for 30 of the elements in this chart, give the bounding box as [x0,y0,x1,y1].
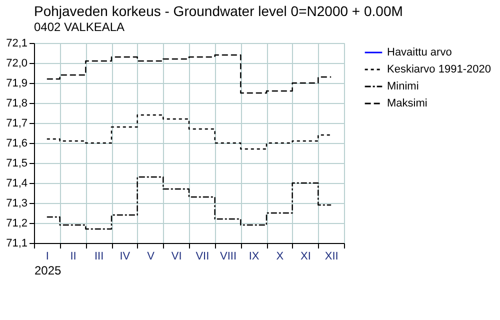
x-tick-label: IV [120,250,131,262]
x-tick-label: VI [171,250,182,262]
y-tick-label: 71,4 [6,178,28,190]
chart-subtitle: 0402 VALKEALA [34,20,125,34]
y-tick-label: 72,0 [6,58,28,70]
x-tick-label: I [46,250,49,262]
y-tick-label: 71,2 [6,218,28,230]
x-tick-label: XI [300,250,311,262]
y-tick-label: 71,9 [6,78,28,90]
y-tick-label: 72,1 [6,38,28,50]
x-tick-label: XII [324,250,338,262]
x-axis-title: 2025 [34,264,62,278]
legend-label: Maksimi [387,98,428,110]
y-tick-label: 71,1 [6,238,28,250]
x-tick-label: V [147,250,156,262]
y-tick-label: 71,3 [6,198,28,210]
x-tick-label: II [70,250,76,262]
x-tick-label: IX [248,250,260,262]
y-tick-label: 71,6 [6,138,28,150]
y-tick-label: 71,5 [6,158,28,170]
legend-label: Minimi [387,80,419,92]
x-tick-label: VII [196,250,210,262]
y-tick-label: 71,7 [6,118,28,130]
y-tick-label: 71,8 [6,98,28,110]
legend-label: Havaittu arvo [387,46,452,58]
chart-title: Pohjaveden korkeus - Groundwater level 0=N2000 + 0.00M [34,3,403,19]
x-tick-label: III [94,250,104,262]
legend-label: Keskiarvo 1991-2020 [387,64,491,76]
x-tick-label: VIII [220,250,237,262]
x-tick-label: X [276,250,284,262]
